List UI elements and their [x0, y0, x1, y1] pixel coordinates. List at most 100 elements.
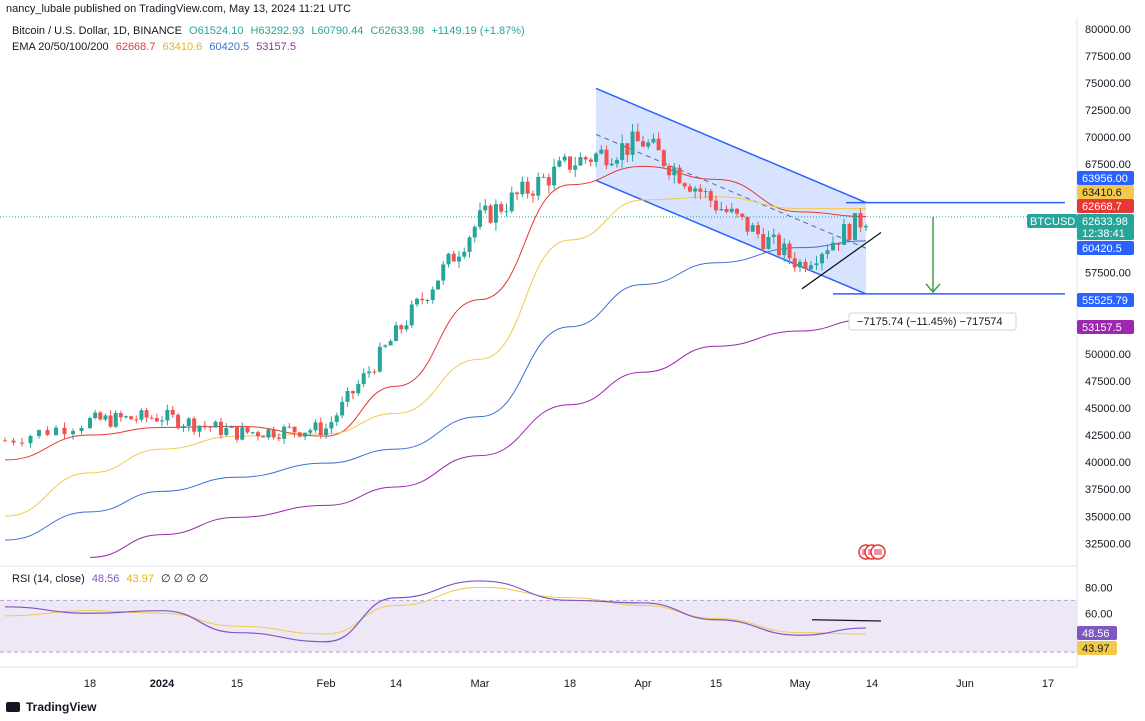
price-tick-label: 72500.00	[1085, 105, 1131, 117]
price-tick-label: 70000.00	[1085, 132, 1131, 144]
ema100-value: 60420.5	[209, 41, 250, 53]
candle-body	[766, 236, 771, 249]
rsi-tag-bg	[1077, 641, 1117, 655]
candle-body	[160, 420, 164, 422]
candle-body	[415, 298, 419, 305]
price-tag: 60420.5	[1077, 241, 1134, 255]
price-tick-label: 50000.00	[1085, 349, 1131, 361]
candle-body	[520, 181, 525, 195]
candle-body	[672, 167, 677, 176]
candle-body	[334, 415, 339, 422]
candle-body	[451, 253, 456, 262]
candle-body	[399, 325, 404, 330]
rsi-tag-label: 43.97	[1082, 643, 1110, 655]
candle-body	[377, 346, 382, 372]
candle-body	[842, 224, 846, 245]
price-tag: 62668.7	[1077, 199, 1134, 213]
candle-body	[735, 208, 739, 214]
candle-body	[677, 167, 682, 184]
time-tick-label: 15	[710, 678, 722, 690]
candle-body	[313, 422, 318, 431]
symbol-tag-bg	[1027, 214, 1077, 228]
candle-body	[609, 163, 614, 166]
candle-body	[186, 418, 191, 426]
candle-body	[287, 426, 292, 428]
tradingview-logo-icon	[6, 702, 20, 712]
candle-body	[462, 251, 467, 257]
price-tag-bg	[1077, 293, 1134, 307]
candle-body	[604, 149, 609, 166]
ema20-line	[4, 165, 867, 461]
candle-body	[787, 243, 792, 259]
candle-body	[557, 160, 562, 167]
candle-body	[588, 159, 593, 162]
candle-body	[493, 204, 498, 223]
candle-body	[292, 426, 297, 433]
candle-body	[798, 261, 802, 268]
candle-body	[394, 325, 398, 341]
candle-body	[361, 373, 366, 385]
price-tick-label: 37500.00	[1085, 484, 1131, 496]
time-tick-label: 17	[1042, 678, 1054, 690]
candle-body	[583, 157, 588, 160]
candle-body	[478, 210, 482, 227]
publisher-line: nancy_lubale published on TradingView.co…	[6, 3, 352, 15]
ema200-value: 53157.5	[256, 41, 296, 53]
candle-body	[261, 436, 266, 438]
price-tick-label: 47500.00	[1085, 376, 1131, 388]
channel-upper-line	[595, 87, 867, 204]
candle-body	[124, 416, 128, 418]
price-tag: 55525.79	[1077, 293, 1134, 307]
candle-body	[420, 298, 425, 301]
price-tag: 63410.6	[1077, 185, 1134, 199]
candle-body	[541, 176, 546, 178]
ohlc-open: O61524.10	[189, 25, 244, 37]
candle-body	[441, 264, 446, 281]
candle-body	[536, 176, 541, 196]
ema200-line	[89, 319, 867, 558]
candle-body	[88, 418, 92, 429]
candle-body	[467, 237, 472, 252]
candle-body	[530, 193, 535, 196]
candle-body	[457, 256, 461, 262]
ema50-line	[4, 196, 867, 517]
rsi-tag-label: 48.56	[1082, 628, 1110, 640]
candle-body	[687, 186, 692, 192]
candle-body	[192, 418, 197, 432]
rsi-ma-value: 43.97	[126, 573, 154, 585]
footer-brand: TradingView	[26, 700, 97, 714]
tradingview-footer: TradingView	[6, 700, 96, 714]
candle-body	[515, 192, 520, 195]
candle-body	[446, 253, 451, 265]
price-tick-label: 32500.00	[1085, 538, 1131, 550]
candle-body	[525, 181, 530, 194]
price-tag-label: 53157.5	[1082, 322, 1122, 334]
candle-body	[303, 432, 308, 437]
symbol-tag-label: BTCUSD	[1030, 216, 1075, 228]
candle-body	[594, 153, 599, 162]
candle-body	[853, 213, 857, 240]
candle-body	[149, 417, 154, 419]
price-tag-bg	[1077, 199, 1134, 213]
candle-body	[436, 280, 440, 290]
measure-label: −7175.74 (−11.45%) −717574	[857, 316, 1003, 328]
price-tag-label: 55525.79	[1082, 295, 1128, 307]
candle-body	[599, 149, 604, 154]
candle-body	[324, 428, 328, 435]
candle-body	[483, 205, 488, 211]
time-tick-label: 14	[866, 678, 878, 690]
price-tag-bg	[1077, 171, 1134, 185]
candle-body	[858, 213, 863, 228]
time-tick-label: 18	[84, 678, 96, 690]
candle-body	[698, 188, 703, 192]
candle-body	[719, 208, 724, 211]
candle-body	[499, 204, 504, 212]
candle-body	[409, 304, 414, 326]
price-tag: 12:38:41	[1077, 226, 1134, 240]
price-tag-bg	[1077, 320, 1134, 334]
candle-body	[831, 242, 835, 251]
candle-body	[568, 156, 572, 170]
candle-body	[504, 211, 509, 213]
candle-body	[28, 436, 33, 444]
